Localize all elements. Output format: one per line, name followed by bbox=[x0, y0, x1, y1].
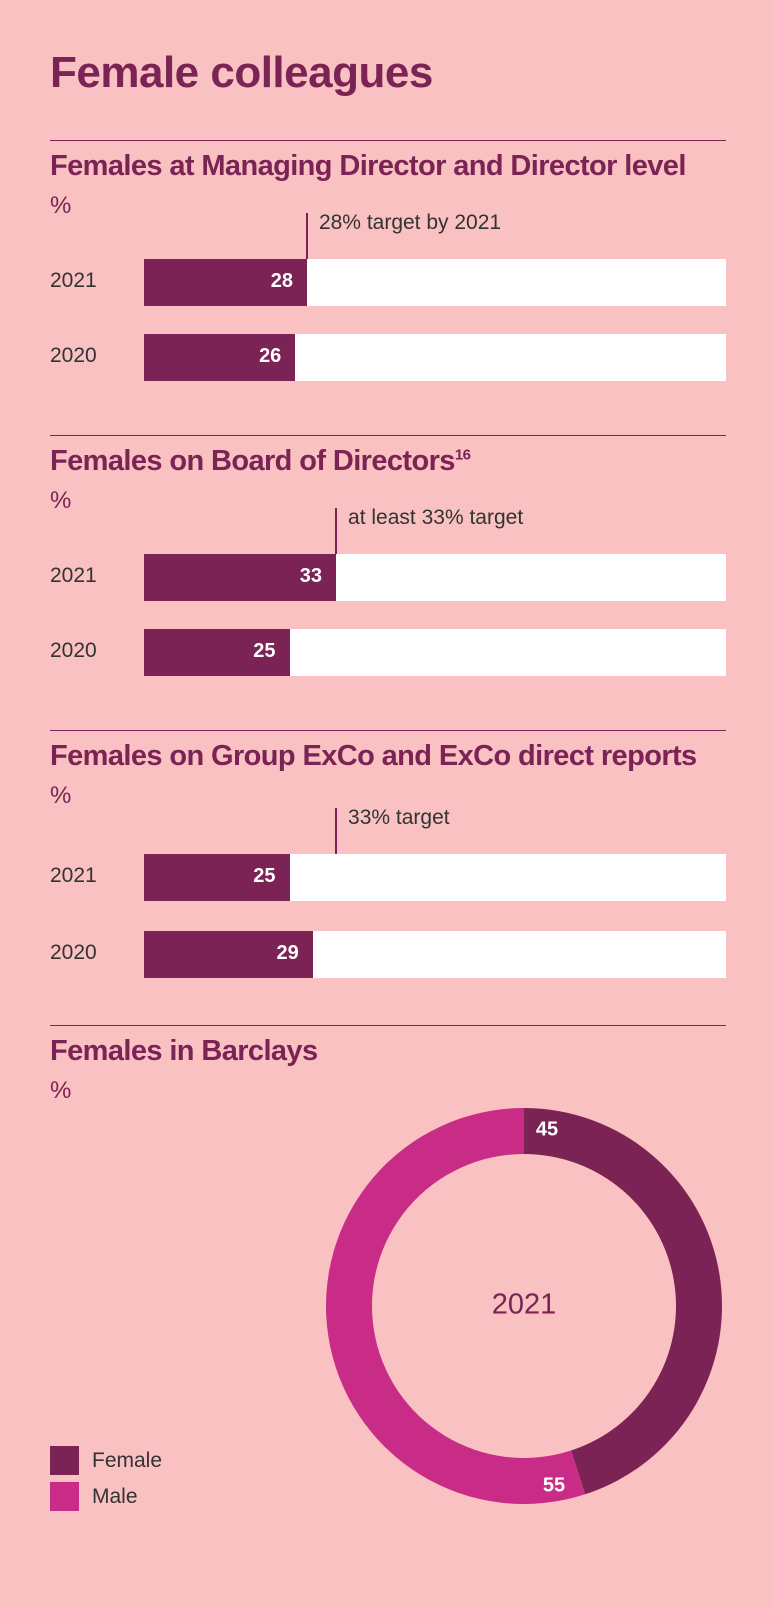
bar-value-label: 26 bbox=[259, 345, 282, 367]
donut-chart: 45 55 2021 bbox=[320, 1102, 728, 1510]
bar-year-label: 2020 bbox=[50, 344, 97, 367]
bar-track: 29 bbox=[144, 931, 726, 978]
bar-track: 25 bbox=[144, 854, 726, 901]
bar-value-label: 25 bbox=[253, 640, 276, 662]
section-divider bbox=[50, 730, 726, 731]
section-divider bbox=[50, 435, 726, 436]
bar-track: 33 bbox=[144, 554, 726, 601]
bar-row: 2020 25 bbox=[50, 629, 726, 676]
bar-row: 2021 25 bbox=[50, 854, 726, 901]
barclays-donut-section: Females in Barclays % bbox=[50, 1025, 726, 1125]
legend-swatch-female bbox=[50, 1446, 79, 1475]
legend-label: Male bbox=[92, 1485, 138, 1508]
bar-year-label: 2021 bbox=[50, 864, 97, 887]
footnote-ref: 16 bbox=[454, 446, 471, 464]
bar-year-label: 2021 bbox=[50, 269, 97, 292]
board-bar-chart: Females on Board of Directors16 % at lea… bbox=[50, 435, 726, 685]
bar-row: 2021 28 bbox=[50, 259, 726, 306]
donut-center-label: 2021 bbox=[492, 1289, 557, 1321]
bar-2021: 28 bbox=[144, 259, 307, 306]
bar-year-label: 2020 bbox=[50, 639, 97, 662]
bar-year-label: 2020 bbox=[50, 941, 97, 964]
section-divider bbox=[50, 1025, 726, 1026]
unit-label: % bbox=[50, 487, 72, 514]
bar-2021: 33 bbox=[144, 554, 337, 601]
donut-value-female: 45 bbox=[536, 1118, 558, 1140]
bar-row: 2020 26 bbox=[50, 334, 726, 381]
legend-swatch-male bbox=[50, 1482, 79, 1511]
page-title: Female colleagues bbox=[50, 48, 433, 97]
section-divider bbox=[50, 140, 726, 141]
chart-title: Females at Managing Director and Directo… bbox=[50, 150, 686, 182]
chart-title: Females on Group ExCo and ExCo direct re… bbox=[50, 740, 697, 772]
bar-track: 28 bbox=[144, 259, 726, 306]
unit-label: % bbox=[50, 1077, 72, 1104]
chart-title: Females on Board of Directors16 bbox=[50, 445, 471, 478]
unit-label: % bbox=[50, 782, 72, 809]
unit-label: % bbox=[50, 192, 72, 219]
bar-track: 26 bbox=[144, 334, 726, 381]
bar-2020: 29 bbox=[144, 931, 313, 978]
exco-bar-chart: Females on Group ExCo and ExCo direct re… bbox=[50, 730, 726, 980]
bar-year-label: 2021 bbox=[50, 564, 97, 587]
bar-row: 2021 33 bbox=[50, 554, 726, 601]
target-label: at least 33% target bbox=[348, 506, 524, 529]
bar-value-label: 25 bbox=[253, 865, 276, 887]
bar-2020: 26 bbox=[144, 334, 296, 381]
bar-track: 25 bbox=[144, 629, 726, 676]
bar-value-label: 33 bbox=[299, 565, 323, 587]
legend-label: Female bbox=[92, 1449, 163, 1472]
target-label: 33% target bbox=[348, 806, 450, 829]
chart-title-text: Females on Board of Directors bbox=[50, 445, 455, 477]
donut-value-male: 55 bbox=[543, 1474, 565, 1496]
donut-slice-female bbox=[524, 1108, 723, 1495]
donut-slice-male bbox=[326, 1108, 586, 1504]
chart-title: Females in Barclays bbox=[50, 1035, 318, 1067]
target-label: 28% target by 2021 bbox=[318, 211, 502, 234]
md-director-bar-chart: Females at Managing Director and Directo… bbox=[50, 140, 726, 390]
donut-svg: 45 55 2021 bbox=[326, 1108, 723, 1504]
bar-value-label: 29 bbox=[276, 942, 299, 964]
bar-row: 2020 29 bbox=[50, 931, 726, 978]
bar-2021: 25 bbox=[144, 854, 290, 901]
bar-2020: 25 bbox=[144, 629, 290, 676]
bar-value-label: 28 bbox=[270, 270, 293, 292]
